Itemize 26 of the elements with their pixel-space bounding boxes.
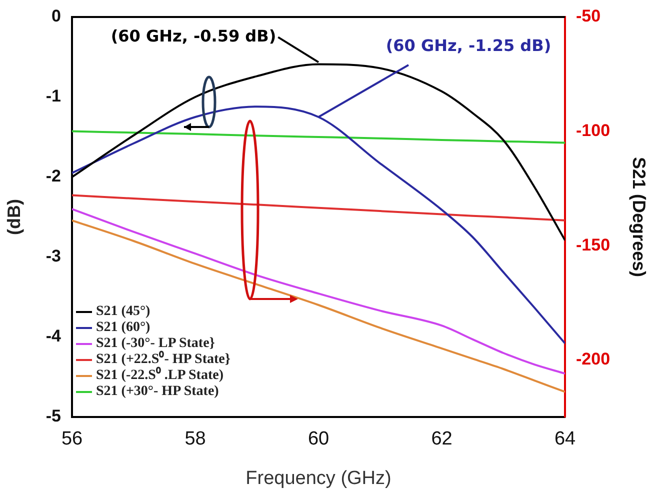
x-tick-label: 64: [554, 428, 576, 450]
y2-tick-label: -100: [576, 120, 610, 140]
y-tick-label: -2: [46, 166, 61, 186]
y-tick-label: -1: [46, 86, 61, 106]
legend-label: S21 (+30°- HP State): [96, 384, 219, 400]
legend-label: S21 (45°): [96, 304, 150, 320]
x-axis-title: Frequency (GHz): [246, 468, 392, 489]
y2-tick-label: -150: [576, 235, 610, 254]
y-tick-label: -5: [46, 406, 61, 426]
annotation: (60 GHz, -1.25 dB): [386, 36, 552, 56]
y-axis-title: (dB): [4, 199, 24, 235]
y2-tick-label: -200: [576, 350, 610, 369]
x-tick-label: 56: [61, 428, 83, 450]
y-tick-label: -4: [46, 326, 62, 346]
legend-label: S21 (-22.S⁰ .LP State): [96, 368, 224, 384]
y2-axis-title: S21 (Degrees): [629, 156, 650, 278]
legend-label: S21 (-30°- LP State}: [96, 336, 215, 351]
x-tick-label: 62: [431, 428, 452, 450]
y-tick-label: 0: [52, 6, 61, 26]
annotation: (60 GHz, -0.59 dB): [110, 26, 276, 46]
legend-label: S21 (60°): [96, 320, 150, 336]
x-tick-label: 60: [308, 428, 330, 450]
legend-label: S21 (+22.S⁰- HP State}: [96, 352, 230, 367]
y2-tick-label: -50: [576, 6, 601, 26]
y-tick-label: -3: [46, 246, 61, 266]
x-tick-label: 58: [184, 428, 206, 450]
